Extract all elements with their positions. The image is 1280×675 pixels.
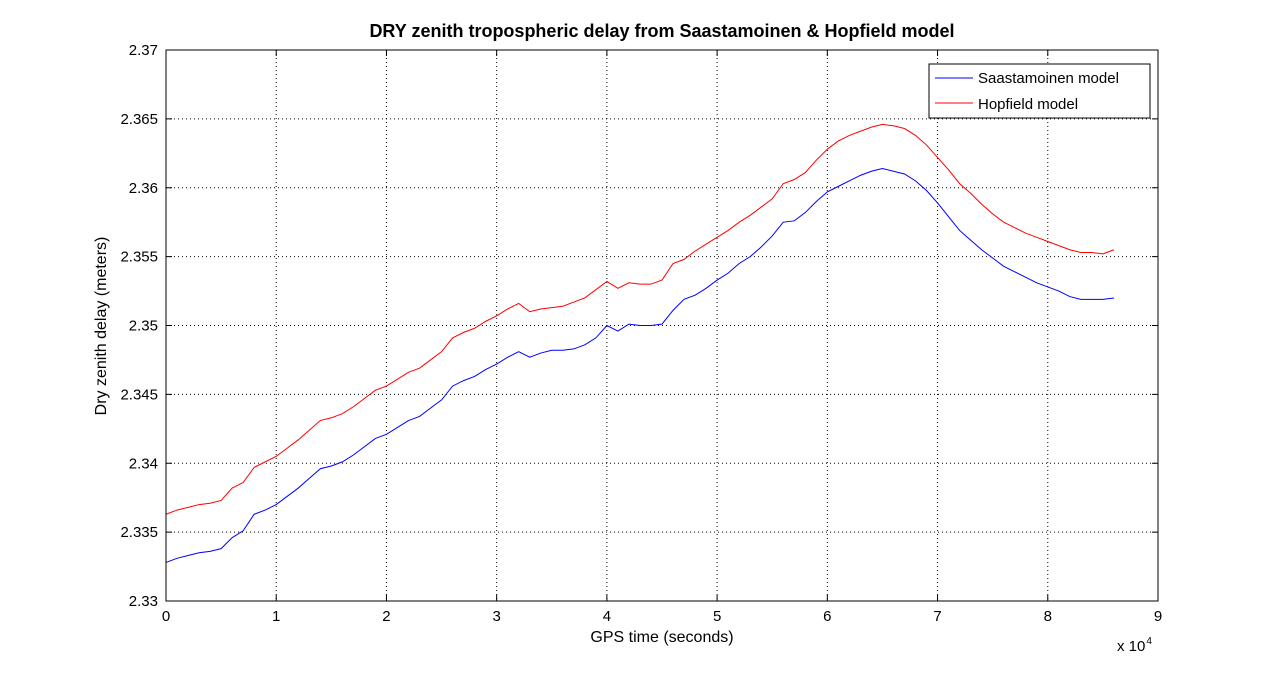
y-tick-label: 2.37	[129, 42, 158, 59]
x-tick-label: 7	[933, 608, 941, 625]
legend-label-saastamoinen: Saastamoinen model	[978, 70, 1119, 87]
x-multiplier-base: x 10	[1117, 638, 1145, 655]
legend-box	[928, 63, 1151, 119]
y-tick-label: 2.35	[129, 318, 158, 335]
legend-label-hopfield: Hopfield model	[978, 96, 1078, 113]
x-axis-label: GPS time (seconds)	[590, 629, 733, 646]
x-tick-label: 9	[1154, 608, 1162, 625]
series-line-saastamoinen	[165, 167, 1114, 563]
y-tick-label: 2.36	[129, 180, 158, 197]
x-tick-label: 8	[1044, 608, 1052, 625]
chart-title: DRY zenith tropospheric delay from Saast…	[369, 21, 954, 41]
x-multiplier-exponent: 4	[1146, 636, 1152, 647]
series-line-hopfield	[165, 123, 1115, 515]
x-tick-label: 6	[823, 608, 831, 625]
x-tick-label: 3	[492, 608, 500, 625]
grid	[166, 50, 1158, 601]
x-tick-label: 2	[382, 608, 390, 625]
y-tick-label: 2.34	[129, 455, 158, 472]
ticks: 0 1 2 3 4 5 6 7 8 9 2.33 2.335 2.34 2.345 2.35 2.355 2.3…	[120, 42, 1162, 625]
series-layer	[165, 123, 1115, 563]
x-tick-label: 5	[713, 608, 721, 625]
y-axis-label: Dry zenith delay (meters)	[93, 237, 110, 416]
y-tick-label: 2.345	[120, 386, 158, 403]
y-tick-label: 2.33	[129, 593, 158, 610]
y-tick-label: 2.355	[120, 249, 158, 266]
y-tick-label: 2.365	[120, 111, 158, 128]
x-tick-label: 0	[162, 608, 170, 625]
x-tick-label: 4	[603, 608, 611, 625]
y-tick-label: 2.335	[120, 524, 158, 541]
legend: Saastamoinen model Hopfield model	[928, 63, 1151, 119]
x-tick-label: 1	[272, 608, 280, 625]
x-multiplier-label: x 104	[1117, 636, 1152, 655]
